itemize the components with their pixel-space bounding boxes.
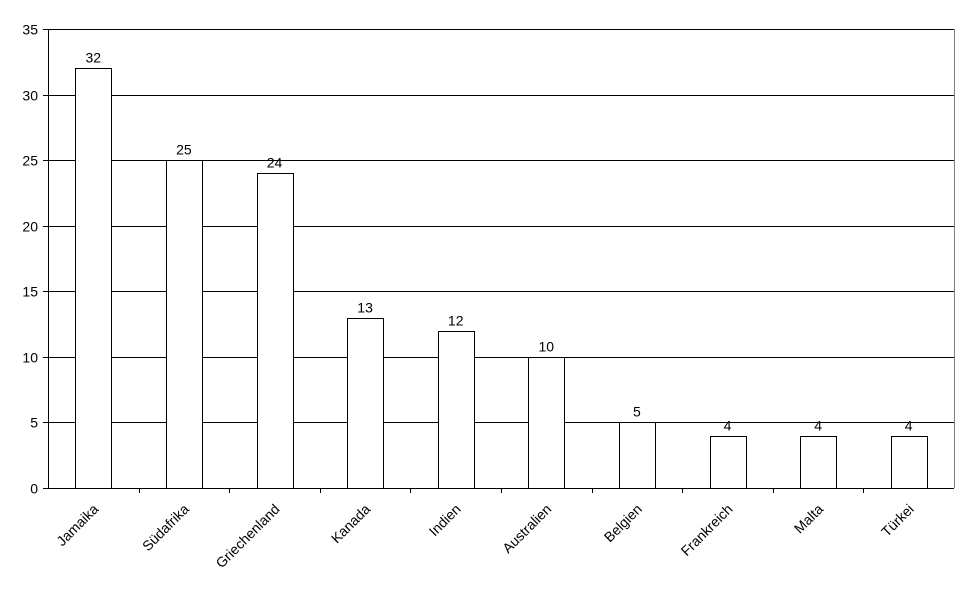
x-tick-label: Jamaika (53, 501, 101, 549)
x-tick-label: Belgien (601, 501, 645, 545)
bar-australien (528, 357, 565, 489)
x-tick-label: Südafrika (139, 501, 192, 554)
bar-indien (438, 331, 475, 489)
x-tick-label: Malta (791, 501, 827, 537)
data-label: 25 (176, 142, 192, 158)
x-tick-label: Türkei (878, 501, 917, 540)
data-label: 13 (357, 300, 373, 316)
data-labels: 32 25 24 13 12 10 5 4 4 4 (86, 50, 913, 434)
y-tick-label: 20 (22, 219, 38, 235)
y-tick-label: 5 (30, 415, 38, 431)
bar-malta (800, 436, 837, 489)
x-tick-label: Australien (499, 501, 554, 556)
y-tick-label: 0 (30, 481, 38, 497)
x-tick-label: Indien (426, 501, 464, 539)
y-tick-label: 10 (22, 350, 38, 366)
bar-kanada (347, 318, 384, 489)
data-label: 4 (724, 418, 732, 434)
bars (75, 68, 928, 489)
bar-jamaika (75, 68, 112, 489)
data-label: 10 (539, 339, 555, 355)
bar-südafrika (166, 160, 203, 489)
y-tick-label: 30 (22, 88, 38, 104)
y-tick-label: 35 (22, 22, 38, 38)
data-label: 5 (633, 404, 641, 420)
data-label: 24 (267, 155, 283, 171)
y-tick-label: 15 (22, 284, 38, 300)
y-tick-labels: 0 5 10 15 20 25 30 35 (22, 22, 38, 497)
axes (43, 29, 955, 493)
data-label: 12 (448, 313, 464, 329)
data-label: 4 (905, 418, 913, 434)
y-tick-label: 25 (22, 153, 38, 169)
x-tick-label: Kanada (328, 501, 374, 547)
x-tick-label: Griechenland (212, 501, 282, 571)
x-tick-labels: Jamaika Südafrika Griechenland Kanada Indien… (53, 501, 917, 571)
bar-frankreich (710, 436, 747, 489)
data-label: 4 (814, 418, 822, 434)
bar-griechenland (257, 173, 294, 489)
bar-belgien (619, 422, 656, 489)
data-label: 32 (86, 50, 102, 66)
bar-türkei (891, 436, 928, 489)
x-tick-label: Frankreich (678, 501, 736, 559)
